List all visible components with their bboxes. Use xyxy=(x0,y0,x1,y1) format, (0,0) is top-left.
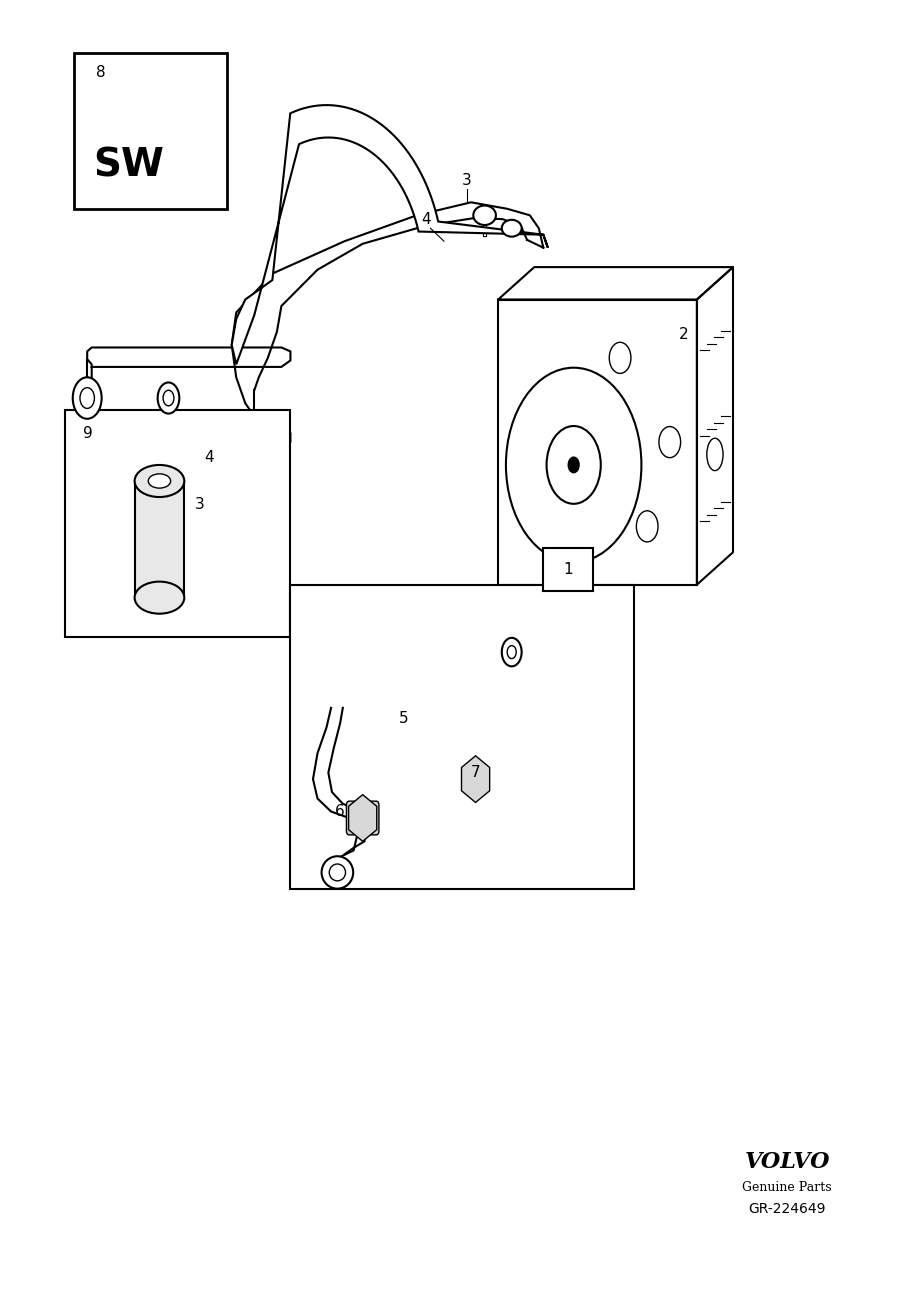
Ellipse shape xyxy=(322,856,353,889)
Circle shape xyxy=(609,343,631,373)
Circle shape xyxy=(568,457,579,473)
Text: 6: 6 xyxy=(335,804,345,820)
Circle shape xyxy=(636,511,658,542)
Circle shape xyxy=(546,426,601,504)
Bar xyxy=(291,585,633,890)
Ellipse shape xyxy=(473,205,496,225)
Polygon shape xyxy=(232,105,548,364)
Text: VOLVO: VOLVO xyxy=(745,1151,830,1173)
Bar xyxy=(73,53,227,209)
Ellipse shape xyxy=(502,638,522,666)
Ellipse shape xyxy=(502,220,522,236)
Text: 4: 4 xyxy=(205,451,214,465)
Text: 9: 9 xyxy=(82,426,92,442)
Circle shape xyxy=(163,390,174,405)
Ellipse shape xyxy=(149,474,170,488)
Text: Genuine Parts: Genuine Parts xyxy=(742,1181,832,1194)
Ellipse shape xyxy=(329,864,345,881)
Ellipse shape xyxy=(135,582,184,613)
Bar xyxy=(498,300,697,585)
Circle shape xyxy=(659,426,680,457)
Text: 7: 7 xyxy=(471,765,480,781)
Polygon shape xyxy=(498,268,733,300)
Text: 2: 2 xyxy=(679,327,689,342)
Circle shape xyxy=(158,382,179,413)
Text: 3: 3 xyxy=(195,496,205,512)
Circle shape xyxy=(72,377,101,418)
Text: 1: 1 xyxy=(564,561,573,577)
Polygon shape xyxy=(697,268,733,585)
Circle shape xyxy=(80,387,94,408)
Text: SW: SW xyxy=(93,147,164,184)
Ellipse shape xyxy=(707,438,723,470)
Ellipse shape xyxy=(135,465,184,498)
Text: 3: 3 xyxy=(462,173,471,188)
FancyBboxPatch shape xyxy=(346,801,379,835)
Text: 4: 4 xyxy=(421,212,430,226)
Ellipse shape xyxy=(507,646,516,659)
Bar xyxy=(64,409,291,637)
Text: 8: 8 xyxy=(96,65,106,79)
Text: GR-224649: GR-224649 xyxy=(748,1203,826,1216)
Bar xyxy=(544,548,593,591)
Text: 5: 5 xyxy=(399,711,408,726)
Circle shape xyxy=(506,368,641,562)
Bar xyxy=(135,481,184,598)
